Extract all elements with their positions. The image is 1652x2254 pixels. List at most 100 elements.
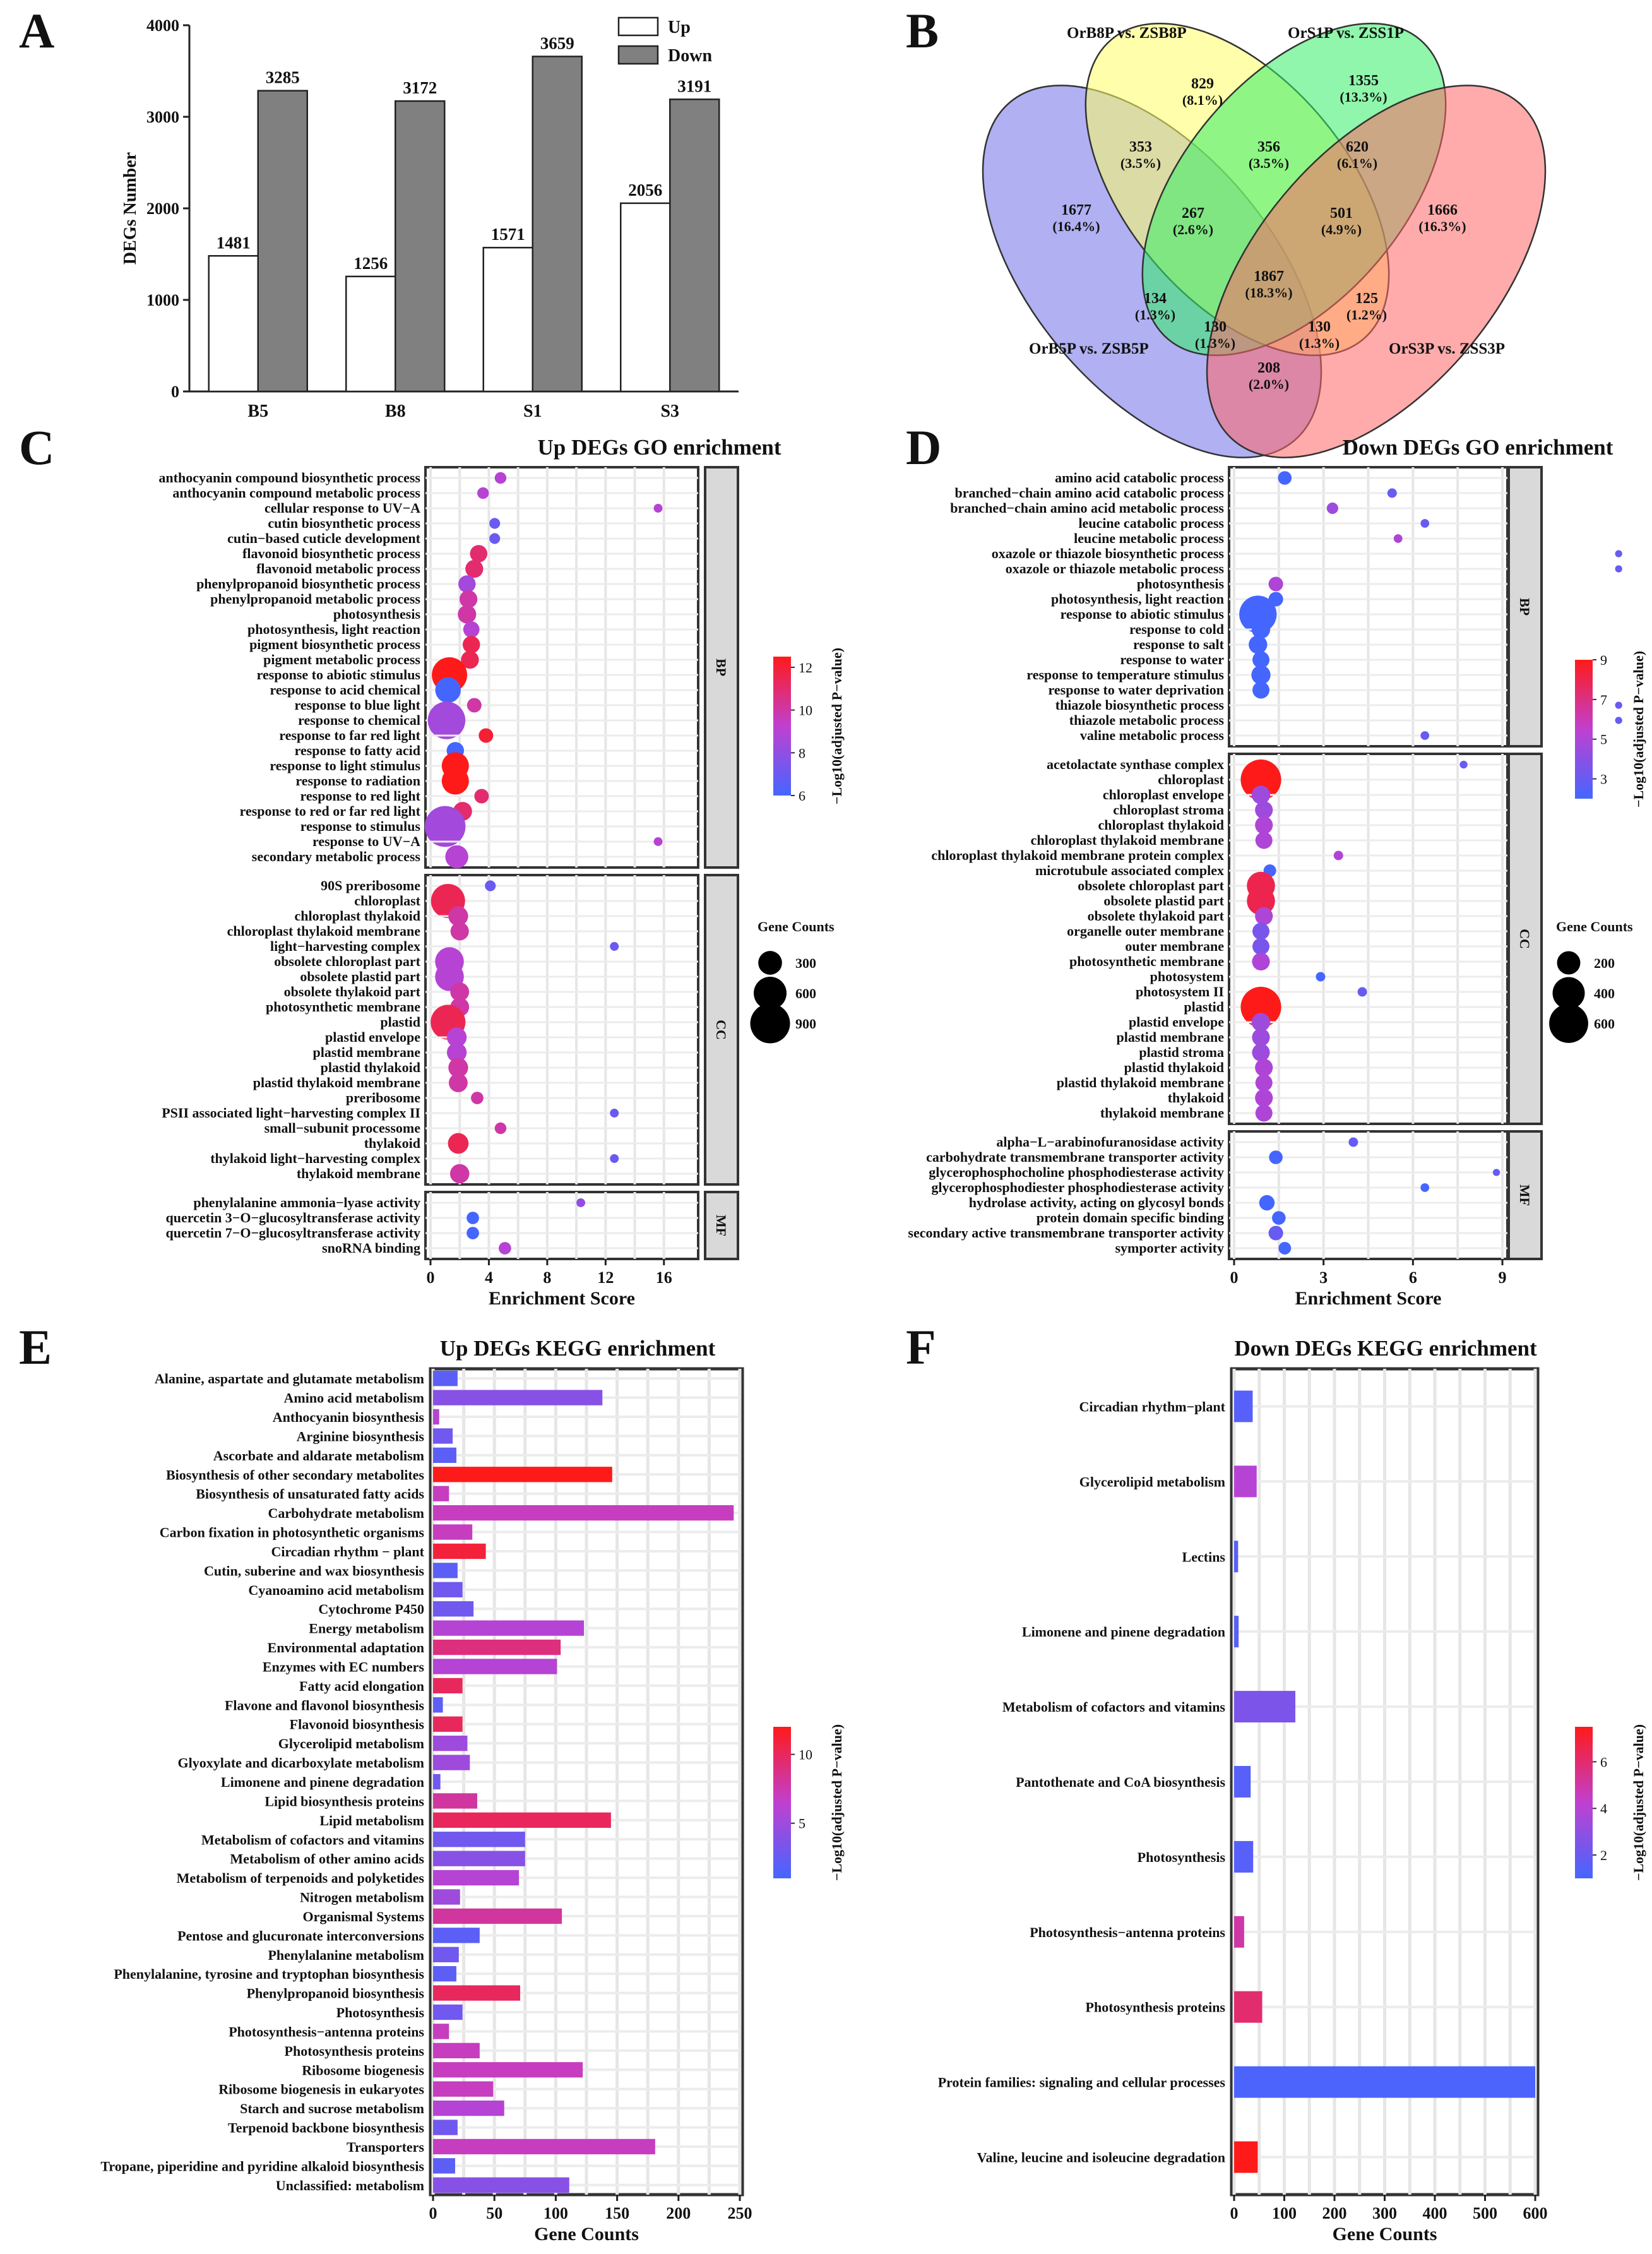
dot xyxy=(576,1198,586,1207)
dot xyxy=(1268,576,1283,592)
dot xyxy=(466,1212,479,1224)
dot xyxy=(494,1122,507,1135)
dot xyxy=(1316,972,1326,982)
x-tick-label: 0 xyxy=(1230,2204,1239,2222)
category-label: Carbohydrate metabolism xyxy=(268,1505,424,1521)
dot xyxy=(1269,1150,1283,1164)
bar xyxy=(433,1947,459,1962)
bar xyxy=(433,1755,470,1770)
venn-set-label: OrB8P vs. ZSB8P xyxy=(1067,25,1187,42)
colorbar-tick-label: 3 xyxy=(1600,772,1607,787)
x-tick-label: 4 xyxy=(485,1268,493,1287)
size-legend-label: 900 xyxy=(795,1016,816,1032)
category-label: Unclassified: metabolism xyxy=(276,2178,424,2193)
dot xyxy=(1251,665,1271,685)
term-label: obsolete thylakoid part xyxy=(1088,908,1225,924)
bar xyxy=(433,1735,468,1751)
term-label: thylakoid xyxy=(1168,1090,1224,1106)
bar xyxy=(433,1390,603,1405)
size-legend-dot xyxy=(754,977,787,1010)
term-label: plastid stroma xyxy=(1139,1044,1224,1060)
venn-pct: (1.2%) xyxy=(1346,307,1387,323)
dot xyxy=(1387,488,1397,498)
data-label: 3659 xyxy=(540,33,574,52)
size-legend-dot xyxy=(1549,1004,1588,1043)
term-label: chloroplast thylakoid xyxy=(295,908,420,924)
term-label: plastid thylakoid membrane xyxy=(1057,1075,1224,1090)
venn-set-label: OrS1P vs. ZSS1P xyxy=(1288,25,1404,42)
colorbar-label: −Log10(adjusted P−value) xyxy=(829,1724,845,1881)
size-legend-label: 600 xyxy=(795,986,816,1001)
dot xyxy=(465,559,484,578)
size-legend-title: Gene Counts xyxy=(758,919,835,934)
x-tick-label: 500 xyxy=(1473,2204,1497,2222)
term-label: cutin−based cuticle development xyxy=(227,530,421,546)
size-legend-dot xyxy=(758,951,782,975)
term-label: response to temperature stimulus xyxy=(1026,667,1224,683)
dot xyxy=(1333,850,1343,861)
bar-down xyxy=(257,90,308,393)
size-legend-title: Gene Counts xyxy=(1556,919,1633,934)
bar xyxy=(1234,1991,1263,2023)
term-label: hydrolase activity, acting on glycosyl b… xyxy=(969,1195,1225,1210)
colorbar-tick-label: 4 xyxy=(1600,1801,1607,1816)
bar xyxy=(433,1793,477,1809)
term-label: thylakoid membrane xyxy=(1100,1105,1224,1121)
x-tick-label: S1 xyxy=(523,402,542,421)
term-label: response to far red light xyxy=(279,727,420,743)
bar xyxy=(1234,2141,1258,2173)
bar xyxy=(433,1447,456,1464)
term-label: thylakoid light−harvesting complex xyxy=(210,1150,420,1166)
bar xyxy=(433,1409,439,1425)
term-label: thylakoid xyxy=(364,1135,420,1151)
term-label: response to chemical xyxy=(298,712,420,728)
category-label: Arginine biosynthesis xyxy=(297,1428,425,1444)
term-label: plastid thylakoid xyxy=(321,1059,420,1075)
dot xyxy=(1492,1169,1500,1176)
category-label: Metabolism of other amino acids xyxy=(230,1851,424,1867)
venn-pct: (1.3%) xyxy=(1195,335,1235,351)
dot xyxy=(485,880,496,891)
term-label: anthocyanin compound biosynthetic proces… xyxy=(158,470,420,486)
term-label: response to blue light xyxy=(295,697,421,713)
size-legend-label: 300 xyxy=(795,955,816,971)
category-label: Anthocyanin biosynthesis xyxy=(273,1409,425,1425)
category-label: Carbon fixation in photosynthetic organi… xyxy=(160,1525,425,1541)
term-label: phenylpropanoid biosynthetic process xyxy=(196,576,420,592)
dot xyxy=(1252,938,1269,955)
x-tick-label: 3 xyxy=(1319,1268,1328,1287)
x-tick-label: 8 xyxy=(543,1268,551,1287)
x-tick-label: 100 xyxy=(544,2204,568,2222)
bar xyxy=(433,2100,504,2116)
venn-count: 829 xyxy=(1191,76,1214,92)
category-label: Metabolism of cofactors and vitamins xyxy=(1002,1699,1226,1715)
category-label: Biosynthesis of other secondary metaboli… xyxy=(166,1467,424,1482)
category-label: Terpenoid backbone biosynthesis xyxy=(228,2120,424,2136)
category-label: Organismal Systems xyxy=(303,1909,425,1924)
x-axis-label: Gene Counts xyxy=(534,2224,639,2245)
bar xyxy=(1234,1465,1257,1498)
dot xyxy=(1255,1058,1273,1077)
dot xyxy=(450,982,470,1001)
dot xyxy=(653,504,663,513)
x-tick-label: 600 xyxy=(1523,2204,1548,2222)
term-label: photosynthesis xyxy=(1137,576,1225,592)
term-label: cutin biosynthetic process xyxy=(268,515,420,531)
bar xyxy=(433,2004,463,2020)
term-label: glycerophosphodiester phosphodiesterase … xyxy=(931,1179,1224,1195)
term-label: chloroplast stroma xyxy=(1113,802,1224,818)
data-label: 1571 xyxy=(491,225,525,244)
dot xyxy=(448,1073,468,1092)
colorbar-tick-label: 7 xyxy=(1600,692,1607,708)
venn-count: 125 xyxy=(1355,290,1378,307)
dot xyxy=(427,701,466,739)
dot xyxy=(435,677,461,703)
term-label: thiazole metabolic process xyxy=(1069,712,1225,728)
dot xyxy=(1255,1104,1273,1122)
dot xyxy=(462,636,480,653)
term-label: flavonoid metabolic process xyxy=(256,561,420,576)
term-label: obsolete chloroplast part xyxy=(274,953,420,969)
term-label: plastid thylakoid membrane xyxy=(253,1075,420,1090)
dot xyxy=(477,487,489,499)
bar xyxy=(1234,1691,1295,1723)
